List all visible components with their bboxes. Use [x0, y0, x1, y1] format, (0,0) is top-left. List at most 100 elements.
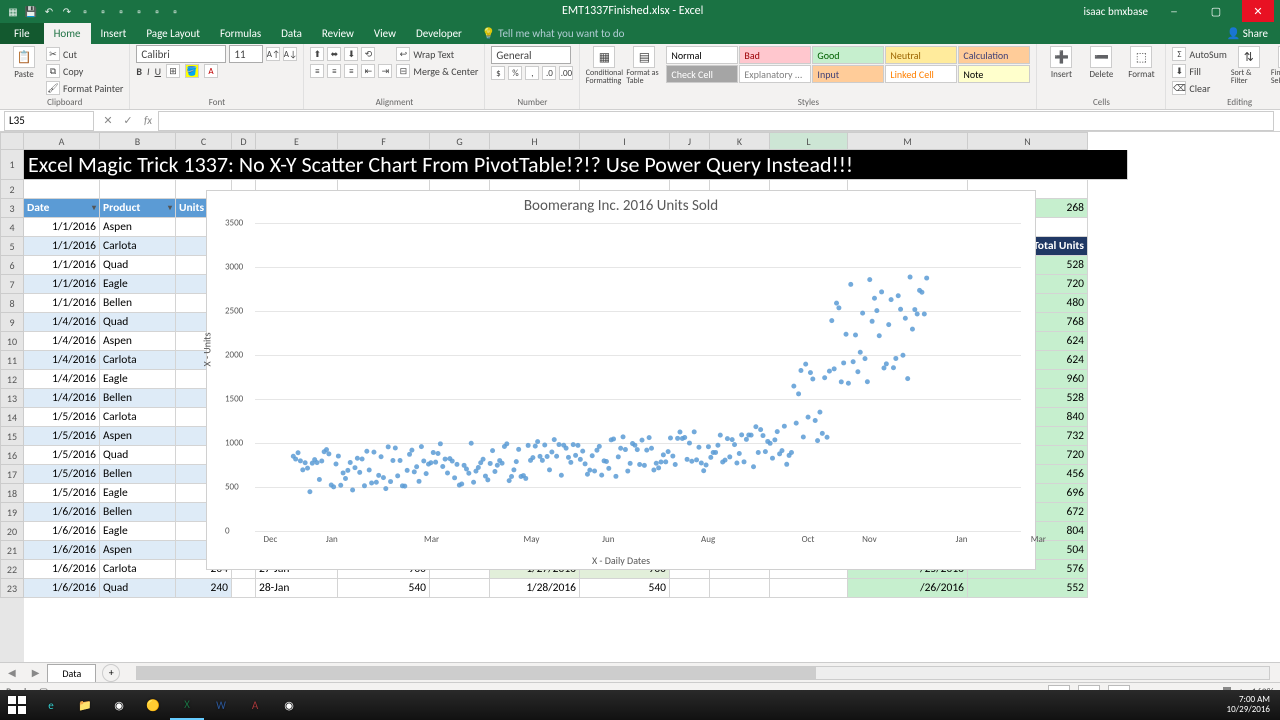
- cell[interactable]: [232, 579, 256, 598]
- format-painter-button[interactable]: 🖌Format Painter: [46, 80, 123, 96]
- row-header[interactable]: 16: [0, 446, 24, 465]
- increase-font-icon[interactable]: A↑: [266, 47, 280, 61]
- row-header[interactable]: 20: [0, 522, 24, 541]
- cell[interactable]: 1/1/2016: [24, 294, 100, 313]
- sheet-nav-next[interactable]: ▶: [24, 666, 48, 679]
- row-header[interactable]: 12: [0, 370, 24, 389]
- cell[interactable]: 1/4/2016: [24, 370, 100, 389]
- sheet-tab-data[interactable]: Data: [47, 664, 96, 682]
- fill-button[interactable]: ⬇Fill: [1172, 63, 1226, 79]
- access-icon[interactable]: A: [238, 690, 272, 720]
- cell[interactable]: 1/4/2016: [24, 332, 100, 351]
- outdent-icon[interactable]: ⇥: [378, 64, 392, 78]
- qat-icon[interactable]: ▫: [96, 4, 110, 18]
- cell[interactable]: 28-Jan: [256, 579, 338, 598]
- cell[interactable]: Bellen: [100, 465, 176, 484]
- tab-review[interactable]: Review: [312, 23, 364, 44]
- word-icon[interactable]: W: [204, 690, 238, 720]
- cell[interactable]: [670, 579, 710, 598]
- style-cell[interactable]: Input: [812, 65, 884, 83]
- merge-button[interactable]: ⊟Merge & Center: [396, 63, 478, 79]
- share-button[interactable]: 👤 Share: [1215, 27, 1280, 40]
- wrap-text-button[interactable]: ↩Wrap Text: [396, 46, 478, 62]
- qat-icon[interactable]: ▫: [78, 4, 92, 18]
- qat-icon[interactable]: ▫: [150, 4, 164, 18]
- row-header[interactable]: 21: [0, 541, 24, 560]
- column-header[interactable]: B: [100, 132, 176, 150]
- start-button[interactable]: [0, 690, 34, 720]
- row-header[interactable]: 2: [0, 180, 24, 199]
- copy-button[interactable]: ⧉Copy: [46, 63, 123, 79]
- row-header[interactable]: 4: [0, 218, 24, 237]
- cut-button[interactable]: ✂Cut: [46, 46, 123, 62]
- chrome-icon-2[interactable]: ◉: [272, 690, 306, 720]
- cell[interactable]: 1/1/2016: [24, 218, 100, 237]
- cell[interactable]: 1/5/2016: [24, 446, 100, 465]
- cell[interactable]: 1/5/2016: [24, 408, 100, 427]
- border-icon[interactable]: ⊞: [166, 64, 180, 78]
- row-header[interactable]: 10: [0, 332, 24, 351]
- row-header[interactable]: 1: [0, 150, 24, 180]
- row-header[interactable]: 23: [0, 579, 24, 598]
- sheet-nav-prev[interactable]: ◀: [0, 666, 24, 679]
- column-header[interactable]: G: [430, 132, 490, 150]
- ie-icon[interactable]: e: [34, 690, 68, 720]
- row-header[interactable]: 15: [0, 427, 24, 446]
- column-header[interactable]: M: [848, 132, 968, 150]
- format-cells-button[interactable]: ⬚Format: [1123, 46, 1159, 80]
- style-cell[interactable]: Note: [958, 65, 1030, 83]
- redo-icon[interactable]: ↷: [60, 4, 74, 18]
- column-header[interactable]: A: [24, 132, 100, 150]
- indent-icon[interactable]: ⇤: [361, 64, 375, 78]
- cell[interactable]: /26/2016: [848, 579, 968, 598]
- cell[interactable]: 540: [580, 579, 670, 598]
- cell[interactable]: 1/1/2016: [24, 275, 100, 294]
- cell[interactable]: Quad: [100, 256, 176, 275]
- qat-icon[interactable]: ▫: [132, 4, 146, 18]
- cell[interactable]: [100, 180, 176, 199]
- cell[interactable]: Aspen: [100, 218, 176, 237]
- style-cell[interactable]: Calculation: [958, 46, 1030, 64]
- font-color-icon[interactable]: A: [204, 64, 218, 78]
- format-as-table-button[interactable]: ▤Format as Table: [626, 46, 662, 85]
- cell[interactable]: Eagle: [100, 522, 176, 541]
- name-box[interactable]: L35: [4, 111, 94, 131]
- column-header[interactable]: L: [770, 132, 848, 150]
- cell[interactable]: 1/4/2016: [24, 313, 100, 332]
- style-cell[interactable]: Explanatory ...: [739, 65, 811, 83]
- align-middle-icon[interactable]: ⬌: [327, 47, 341, 61]
- row-header[interactable]: 13: [0, 389, 24, 408]
- tab-developer[interactable]: Developer: [406, 23, 472, 44]
- row-header[interactable]: 3: [0, 199, 24, 218]
- cell[interactable]: Carlota: [100, 560, 176, 579]
- bold-button[interactable]: B: [136, 65, 142, 78]
- cell[interactable]: Quad: [100, 446, 176, 465]
- align-top-icon[interactable]: ⬆: [310, 47, 324, 61]
- cell[interactable]: Excel Magic Trick 1337: No X-Y Scatter C…: [24, 150, 1128, 180]
- cell[interactable]: Carlota: [100, 408, 176, 427]
- row-header[interactable]: 18: [0, 484, 24, 503]
- column-header[interactable]: K: [710, 132, 770, 150]
- insert-cells-button[interactable]: ➕Insert: [1043, 46, 1079, 80]
- style-cell[interactable]: Neutral: [885, 46, 957, 64]
- find-select-button[interactable]: 🔍Find & Select: [1271, 46, 1280, 85]
- cell[interactable]: 240: [176, 579, 232, 598]
- horizontal-scrollbar[interactable]: [136, 666, 1270, 680]
- formula-input[interactable]: [158, 111, 1274, 131]
- cell[interactable]: 1/6/2016: [24, 522, 100, 541]
- number-format-combo[interactable]: General: [491, 46, 571, 64]
- style-cell[interactable]: Linked Cell: [885, 65, 957, 83]
- row-header[interactable]: 6: [0, 256, 24, 275]
- tab-page-layout[interactable]: Page Layout: [136, 23, 210, 44]
- paste-button[interactable]: 📋Paste: [6, 46, 42, 80]
- tab-formulas[interactable]: Formulas: [210, 23, 271, 44]
- cell[interactable]: Carlota: [100, 237, 176, 256]
- cell[interactable]: [710, 579, 770, 598]
- system-tray[interactable]: 7:00 AM 10/29/2016: [1217, 695, 1280, 715]
- tab-home[interactable]: Home: [44, 23, 91, 44]
- cell[interactable]: [24, 180, 100, 199]
- cell[interactable]: Bellen: [100, 389, 176, 408]
- cell[interactable]: Eagle: [100, 484, 176, 503]
- cell[interactable]: Aspen: [100, 332, 176, 351]
- close-button[interactable]: ✕: [1242, 0, 1274, 22]
